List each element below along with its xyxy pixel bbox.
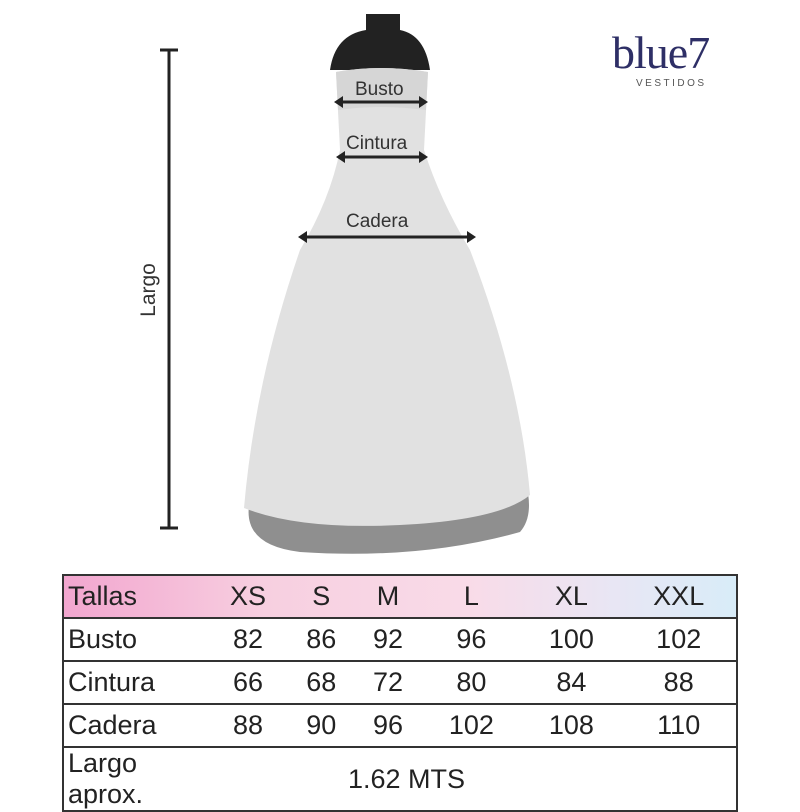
measure-arrows: [298, 96, 476, 243]
dress: [244, 68, 530, 526]
cell: 100: [521, 617, 622, 662]
header-cell: XXL: [621, 574, 738, 619]
cell: 110: [621, 703, 738, 748]
cell: 102: [421, 703, 522, 748]
table-row: Cintura 66 68 72 80 84 88: [62, 660, 738, 705]
cell: 88: [621, 660, 738, 705]
cell: 86: [287, 617, 355, 662]
table-row-length: Largo aprox. 1.62 MTS: [62, 746, 738, 812]
brand-name: blue7: [612, 27, 710, 78]
cell: 92: [354, 617, 422, 662]
brand-logo: blue7 VESTIDOS: [612, 27, 710, 90]
size-table: Tallas XS S M L XL XXL Busto 82 86 92 96…: [62, 574, 738, 812]
cell: 108: [521, 703, 622, 748]
cell: 80: [421, 660, 522, 705]
length-measure-bar: [160, 48, 178, 530]
header-cell: L: [421, 574, 522, 619]
cell: 72: [354, 660, 422, 705]
table-row: Cadera 88 90 96 102 108 110: [62, 703, 738, 748]
row-label: Largo aprox.: [62, 746, 208, 812]
cell: 102: [621, 617, 738, 662]
brand-tagline: VESTIDOS: [636, 78, 707, 89]
row-label: Busto: [62, 617, 208, 662]
header-cell: XS: [208, 574, 288, 619]
mannequin: [330, 14, 430, 70]
header-cell: Tallas: [62, 574, 208, 619]
length-value-text: 1.62 MTS: [348, 763, 466, 794]
cell: 82: [208, 617, 288, 662]
table-header-row: Tallas XS S M L XL XXL: [62, 574, 738, 619]
cell: 90: [287, 703, 355, 748]
header-cell: M: [354, 574, 422, 619]
length-value: 1.62 MTS: [208, 746, 738, 812]
cell: 84: [521, 660, 622, 705]
bust-label: Busto: [355, 79, 404, 100]
cell: 96: [421, 617, 522, 662]
cell: 96: [354, 703, 422, 748]
header-cell: S: [287, 574, 355, 619]
table-row: Busto 82 86 92 96 100 102: [62, 617, 738, 662]
waist-label: Cintura: [346, 133, 408, 154]
length-label: Largo: [136, 263, 160, 317]
row-label: Cintura: [62, 660, 208, 705]
cell: 88: [208, 703, 288, 748]
row-label: Cadera: [62, 703, 208, 748]
hip-label: Cadera: [346, 211, 409, 232]
header-cell: XL: [521, 574, 622, 619]
cell: 68: [287, 660, 355, 705]
dress-illustration: [160, 14, 530, 554]
cell: 66: [208, 660, 288, 705]
